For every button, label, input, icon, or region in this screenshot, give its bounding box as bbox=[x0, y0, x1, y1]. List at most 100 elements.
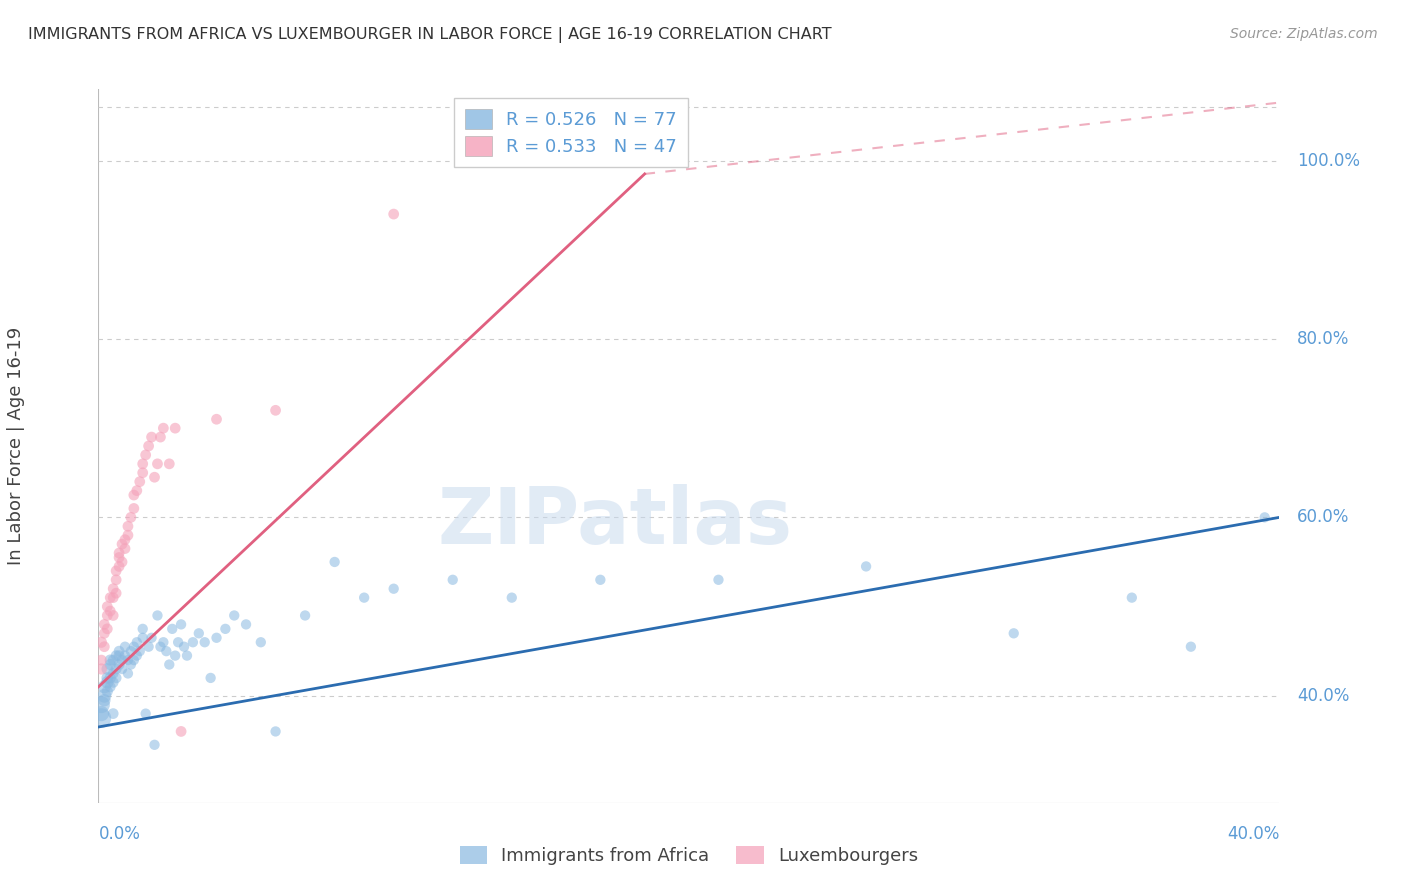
Point bbox=[90, 653, 112, 667]
Point bbox=[128, 644, 150, 658]
Point bbox=[155, 644, 177, 658]
Point bbox=[96, 684, 118, 698]
Point bbox=[111, 662, 134, 676]
Point bbox=[111, 537, 134, 551]
Point bbox=[589, 573, 612, 587]
Point bbox=[98, 671, 121, 685]
Point bbox=[122, 501, 145, 516]
Text: 60.0%: 60.0% bbox=[1298, 508, 1350, 526]
Point bbox=[93, 693, 115, 707]
Text: 80.0%: 80.0% bbox=[1298, 330, 1350, 348]
Point bbox=[90, 698, 112, 712]
Point bbox=[501, 591, 523, 605]
Point bbox=[90, 711, 112, 725]
Point bbox=[98, 604, 121, 618]
Point bbox=[108, 657, 131, 672]
Point bbox=[90, 635, 112, 649]
Point bbox=[146, 608, 169, 623]
Point bbox=[141, 631, 163, 645]
Point bbox=[146, 457, 169, 471]
Point bbox=[152, 635, 174, 649]
Point bbox=[90, 662, 112, 676]
Point bbox=[105, 564, 128, 578]
Point bbox=[1121, 591, 1143, 605]
Point bbox=[264, 403, 287, 417]
Point bbox=[120, 657, 142, 672]
Point bbox=[152, 421, 174, 435]
Point bbox=[108, 644, 131, 658]
Point bbox=[143, 738, 166, 752]
Point bbox=[194, 635, 217, 649]
Point bbox=[93, 640, 115, 654]
Point bbox=[111, 555, 134, 569]
Point bbox=[200, 671, 222, 685]
Point bbox=[264, 724, 287, 739]
Text: IMMIGRANTS FROM AFRICA VS LUXEMBOURGER IN LABOR FORCE | AGE 16-19 CORRELATION CH: IMMIGRANTS FROM AFRICA VS LUXEMBOURGER I… bbox=[28, 27, 832, 43]
Point bbox=[108, 550, 131, 565]
Point bbox=[176, 648, 198, 663]
Point bbox=[323, 555, 346, 569]
Point bbox=[122, 653, 145, 667]
Point bbox=[170, 724, 193, 739]
Point bbox=[132, 622, 155, 636]
Point bbox=[707, 573, 730, 587]
Point bbox=[165, 648, 187, 663]
Text: ZIPatlas: ZIPatlas bbox=[437, 483, 793, 560]
Point bbox=[93, 689, 115, 703]
Point bbox=[114, 541, 136, 556]
Point bbox=[98, 591, 121, 605]
Text: 40.0%: 40.0% bbox=[1227, 825, 1279, 843]
Point bbox=[224, 608, 246, 623]
Point bbox=[96, 622, 118, 636]
Point bbox=[235, 617, 257, 632]
Point bbox=[149, 640, 172, 654]
Point bbox=[117, 653, 139, 667]
Point bbox=[117, 519, 139, 533]
Point bbox=[855, 559, 877, 574]
Point bbox=[103, 608, 125, 623]
Point bbox=[149, 430, 172, 444]
Point bbox=[560, 153, 582, 168]
Text: Source: ZipAtlas.com: Source: ZipAtlas.com bbox=[1230, 27, 1378, 41]
Point bbox=[382, 207, 405, 221]
Point bbox=[96, 675, 118, 690]
Point bbox=[96, 662, 118, 676]
Point bbox=[132, 457, 155, 471]
Point bbox=[105, 586, 128, 600]
Point bbox=[128, 475, 150, 489]
Point bbox=[103, 706, 125, 721]
Point bbox=[103, 591, 125, 605]
Point bbox=[157, 657, 180, 672]
Point bbox=[98, 653, 121, 667]
Point bbox=[93, 680, 115, 694]
Point bbox=[108, 546, 131, 560]
Text: In Labor Force | Age 16-19: In Labor Force | Age 16-19 bbox=[7, 326, 25, 566]
Point bbox=[98, 680, 121, 694]
Point bbox=[90, 706, 112, 721]
Point bbox=[181, 635, 204, 649]
Point bbox=[103, 653, 125, 667]
Point bbox=[105, 573, 128, 587]
Point bbox=[117, 666, 139, 681]
Point bbox=[157, 457, 180, 471]
Point bbox=[187, 626, 209, 640]
Point bbox=[205, 631, 228, 645]
Point bbox=[125, 648, 148, 663]
Point bbox=[441, 573, 464, 587]
Point bbox=[382, 582, 405, 596]
Point bbox=[214, 622, 236, 636]
Point bbox=[143, 470, 166, 484]
Point bbox=[120, 510, 142, 524]
Point bbox=[1180, 640, 1202, 654]
Point bbox=[125, 635, 148, 649]
Point bbox=[108, 648, 131, 663]
Point bbox=[173, 640, 195, 654]
Point bbox=[122, 488, 145, 502]
Point bbox=[165, 421, 187, 435]
Point bbox=[205, 412, 228, 426]
Point bbox=[122, 640, 145, 654]
Point bbox=[114, 533, 136, 547]
Point bbox=[105, 671, 128, 685]
Point bbox=[117, 528, 139, 542]
Point bbox=[1002, 626, 1025, 640]
